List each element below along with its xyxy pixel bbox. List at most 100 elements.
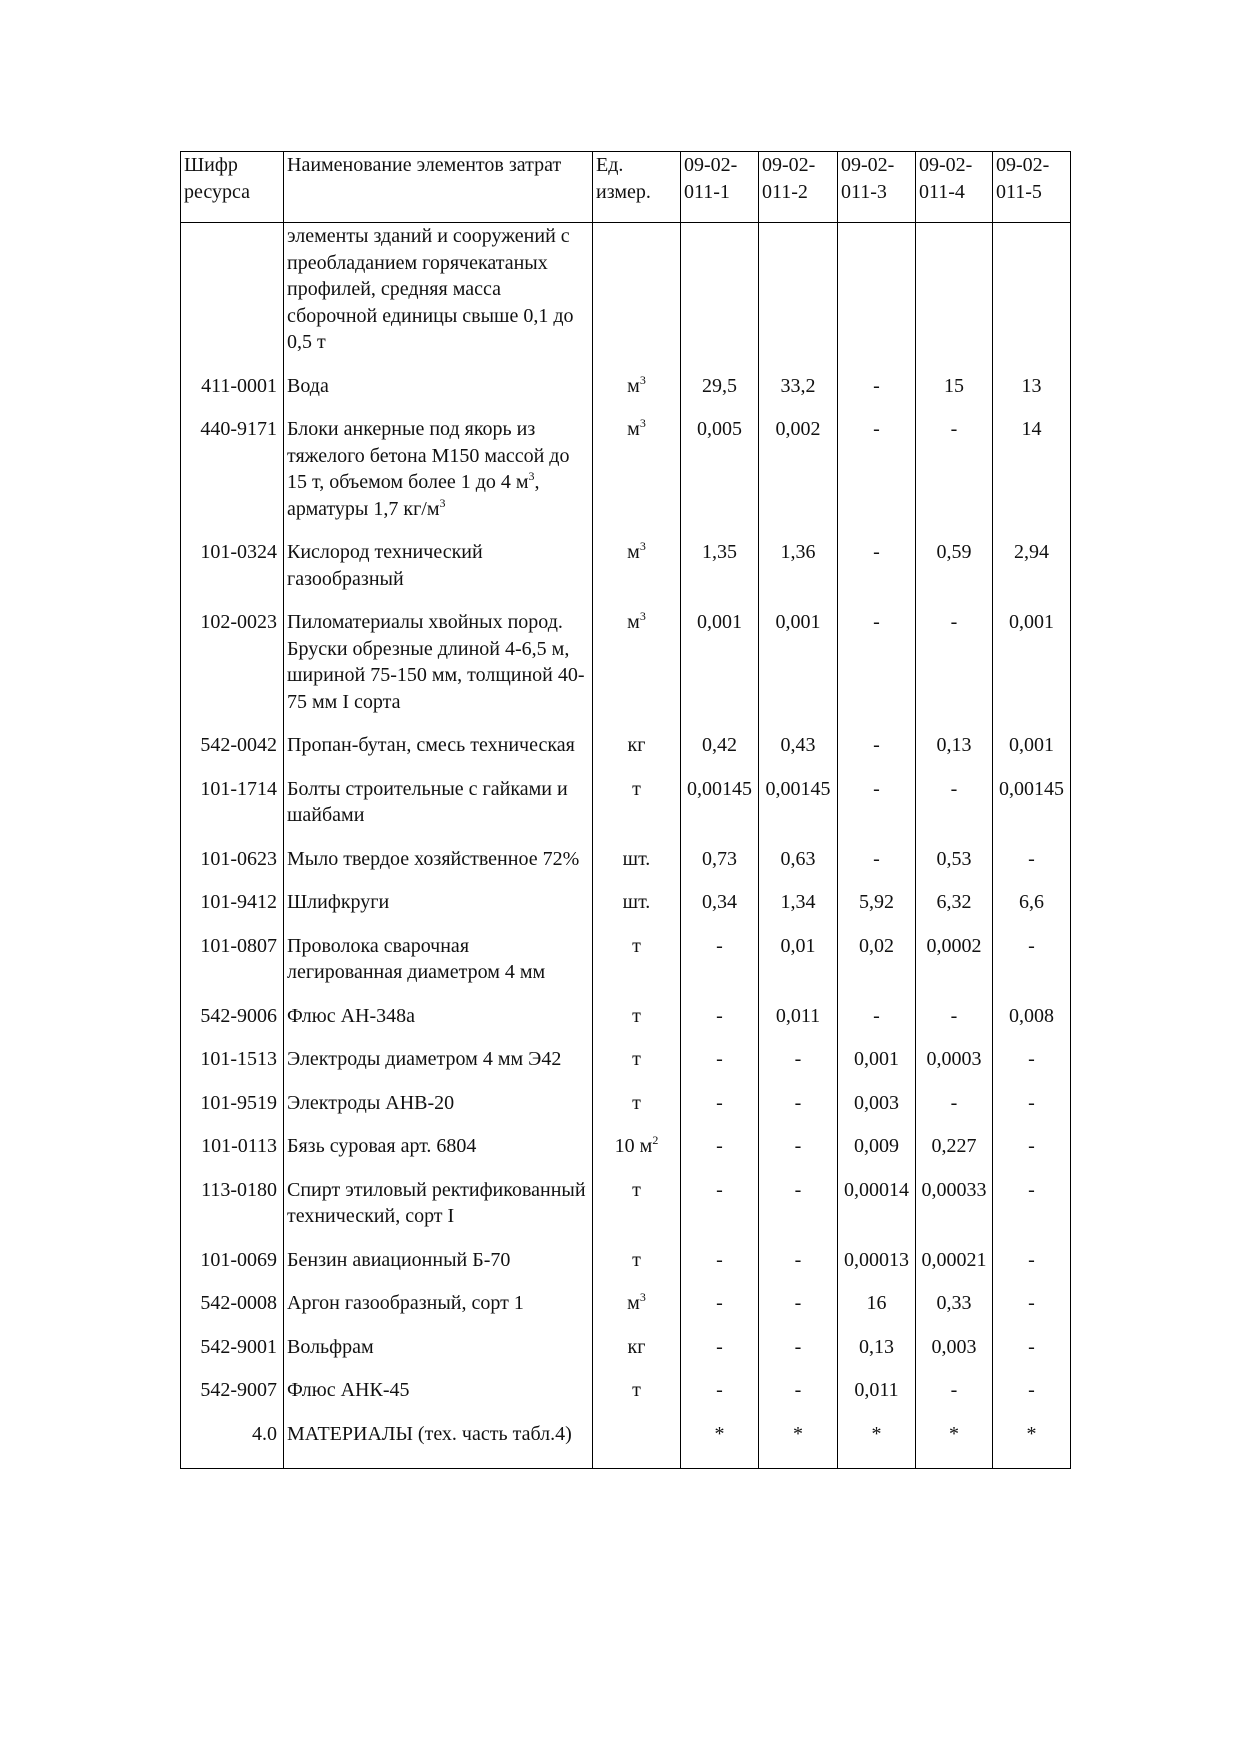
value-cell: - xyxy=(837,998,916,1042)
value-cell: - xyxy=(915,998,993,1042)
value-cell: 0,01 xyxy=(758,928,838,999)
unit: м3 xyxy=(592,605,681,728)
resource-code: 101-0807 xyxy=(180,928,284,999)
header-unit: Ед. измер. xyxy=(592,151,681,223)
value-cell xyxy=(992,222,1071,369)
table-body: элементы зданий и сооружений с преоблада… xyxy=(180,222,1071,1469)
name-text: Шлифкруги xyxy=(287,891,390,913)
value-cell: - xyxy=(992,841,1071,885)
resource-name: Кислород технический газообразный xyxy=(283,535,593,605)
value-cell: 0,001 xyxy=(680,605,759,728)
value-cell: 2,94 xyxy=(992,535,1071,605)
value-cell: - xyxy=(758,1129,838,1173)
value-cell: - xyxy=(992,1373,1071,1417)
table-row: 101-0069 Бензин авиационный Б-70 т - -0,0001… xyxy=(180,1242,1071,1286)
unit-text: м xyxy=(627,374,640,397)
value-cell: 0,005 xyxy=(680,412,759,535)
unit-superscript: 3 xyxy=(639,416,646,430)
value-cell: 0,13 xyxy=(837,1329,916,1373)
table-row: 102-0023 Пиломатериалы хвойных пород. Бру… xyxy=(180,605,1071,728)
name-text: Бензин авиационный Б-70 xyxy=(287,1248,511,1271)
value-cell: 0,33 xyxy=(915,1286,993,1330)
value-cell: 0,00033 xyxy=(915,1172,993,1243)
resource-name: МАТЕРИАЛЫ (тех. часть табл.4) xyxy=(283,1416,593,1469)
unit-text: кг xyxy=(627,734,646,756)
table-header: Шифр ресурса Наименование элементов затр… xyxy=(180,151,1071,223)
value-cell: 0,001 xyxy=(992,728,1071,772)
value-cell: 0,002 xyxy=(758,412,838,535)
value-cell: - xyxy=(837,728,916,772)
name-text: Флюс АН-348а xyxy=(287,1004,416,1027)
header-col-2: 09-02-011-2 xyxy=(758,151,838,223)
value-cell: 0,63 xyxy=(758,841,838,885)
table-row: 113-0180 Спирт этиловый ректификованный т… xyxy=(180,1172,1071,1243)
value-cell: 0,001 xyxy=(837,1042,916,1086)
unit-text: т xyxy=(632,1004,641,1027)
value-cell: - xyxy=(915,412,993,535)
value-cell: 0,009 xyxy=(837,1129,916,1173)
resource-name: Электроды диаметром 4 мм Э42 xyxy=(283,1042,593,1086)
resource-name: Проволока сварочная легированная диаметр… xyxy=(283,928,593,999)
table-row: 101-9412 Шлифкруги шт. 0,34 1,34 5,92 6,32 6,6 xyxy=(180,885,1071,929)
name-text: Бязь суровая арт. 6804 xyxy=(287,1135,477,1157)
resource-name: Болты строительные с гайками и шайбами xyxy=(283,771,593,842)
unit-text: м xyxy=(627,541,640,563)
unit: т xyxy=(592,1042,681,1086)
value-cell: - xyxy=(758,1329,838,1373)
unit: 10 м2 xyxy=(592,1129,681,1173)
resource-code: 101-9412 xyxy=(180,885,284,929)
value-cell: 0,02 xyxy=(837,928,916,999)
resource-code xyxy=(180,222,284,369)
value-cell: - xyxy=(992,1172,1071,1243)
value-cell xyxy=(915,222,993,369)
resource-code: 113-0180 xyxy=(180,1172,284,1243)
value-cell xyxy=(680,222,759,369)
value-cell: 13 xyxy=(992,368,1071,412)
value-cell: 1,36 xyxy=(758,535,838,605)
unit-text: т xyxy=(632,934,641,957)
unit-text: кг xyxy=(627,1335,646,1358)
value-cell xyxy=(837,222,916,369)
table-row: 101-0113 Бязь суровая арт. 6804 10 м2- -0,0… xyxy=(180,1129,1071,1173)
resource-table: Шифр ресурса Наименование элементов затр… xyxy=(180,151,1071,1469)
name-text: , арматуры 1,7 кг/м xyxy=(287,471,540,520)
value-cell: 0,34 xyxy=(680,885,759,929)
value-cell: * xyxy=(680,1416,759,1469)
resource-name: элементы зданий и сооружений с преоблада… xyxy=(283,222,593,369)
resource-name: Спирт этиловый ректификованный техническ… xyxy=(283,1172,593,1243)
resource-name: Блоки анкерные под якорь из тяжелого бет… xyxy=(283,412,593,535)
name-text: Проволока сварочная легированная диаметр… xyxy=(287,934,546,984)
header-name: Наименование элементов затрат xyxy=(283,151,593,223)
value-cell: - xyxy=(758,1042,838,1086)
value-cell: 5,92 xyxy=(837,885,916,929)
value-cell: - xyxy=(992,1085,1071,1129)
resource-name: Флюс АНК-45 xyxy=(283,1373,593,1417)
name-text: Блоки анкерные под якорь из тяжелого бет… xyxy=(287,418,570,493)
value-cell: 0,00014 xyxy=(837,1172,916,1243)
value-cell: 0,011 xyxy=(837,1373,916,1417)
unit: т xyxy=(592,928,681,999)
unit: кг xyxy=(592,1329,681,1373)
superscript: 3 xyxy=(528,469,535,483)
resource-code: 101-0324 xyxy=(180,535,284,605)
value-cell: 0,53 xyxy=(915,841,993,885)
resource-code: 542-9001 xyxy=(180,1329,284,1373)
value-cell: 0,003 xyxy=(837,1085,916,1129)
resource-name: Мыло твердое хозяйственное 72% xyxy=(283,841,593,885)
unit-text: т xyxy=(632,1178,641,1201)
value-cell: - xyxy=(680,1373,759,1417)
value-cell: - xyxy=(837,368,916,412)
resource-code: 4.0 xyxy=(180,1416,284,1469)
table-row: 542-9001 Вольфрам кг - -0,13 0,003- xyxy=(180,1329,1071,1373)
resource-name: Шлифкруги xyxy=(283,885,593,929)
value-cell: 0,73 xyxy=(680,841,759,885)
value-cell: 0,003 xyxy=(915,1329,993,1373)
name-text: МАТЕРИАЛЫ (тех. часть табл.4) xyxy=(287,1422,572,1445)
unit: м3 xyxy=(592,412,681,535)
header-col-1: 09-02-011-1 xyxy=(680,151,759,223)
table-row: 101-1513 Электроды диаметром 4 мм Э42 т - -0… xyxy=(180,1042,1071,1086)
table-row: 101-0807 Проволока сварочная легированная… xyxy=(180,928,1071,999)
resource-code: 101-0069 xyxy=(180,1242,284,1286)
name-text: Мыло твердое хозяйственное 72% xyxy=(287,847,580,870)
value-cell: - xyxy=(680,1329,759,1373)
